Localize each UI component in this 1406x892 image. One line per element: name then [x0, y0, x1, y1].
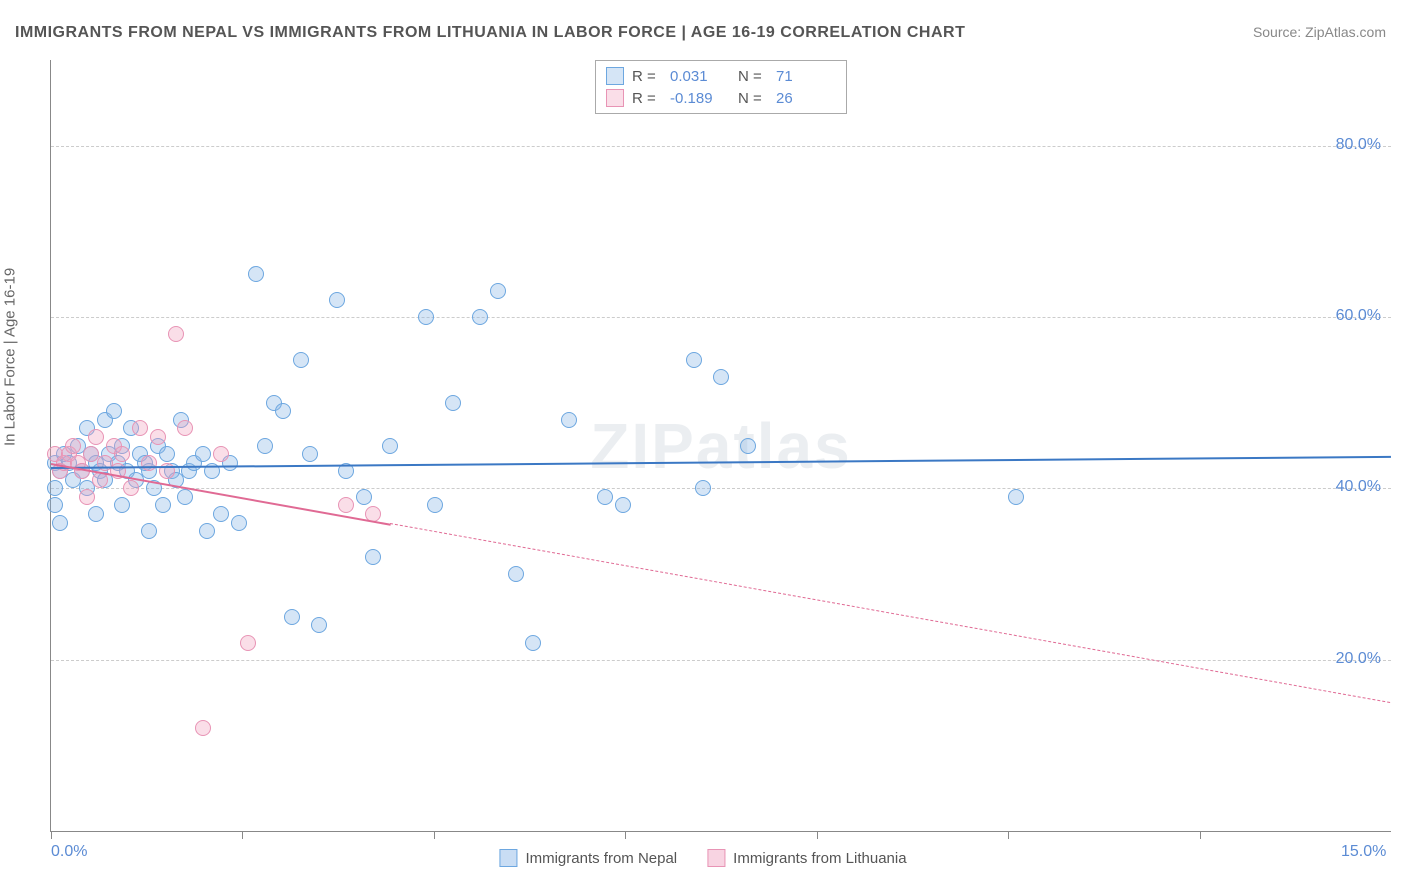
- legend-swatch: [606, 67, 624, 85]
- data-point: [365, 549, 381, 565]
- x-tick: [625, 831, 626, 839]
- data-point: [445, 395, 461, 411]
- series-legend: Immigrants from Nepal Immigrants from Lit…: [499, 849, 906, 867]
- data-point: [199, 523, 215, 539]
- r-label: R =: [632, 68, 662, 85]
- data-point: [311, 617, 327, 633]
- data-point: [472, 309, 488, 325]
- trend-line: [390, 523, 1391, 703]
- data-point: [490, 283, 506, 299]
- x-tick: [1008, 831, 1009, 839]
- data-point: [257, 438, 273, 454]
- legend-item: Immigrants from Nepal: [499, 849, 677, 867]
- source-attribution: Source: ZipAtlas.com: [1253, 24, 1386, 40]
- gridline: [51, 146, 1391, 147]
- data-point: [427, 497, 443, 513]
- data-point: [418, 309, 434, 325]
- data-point: [275, 403, 291, 419]
- x-tick: [434, 831, 435, 839]
- data-point: [302, 446, 318, 462]
- n-label: N =: [738, 90, 768, 107]
- data-point: [293, 352, 309, 368]
- data-point: [329, 292, 345, 308]
- data-point: [740, 438, 756, 454]
- r-value: -0.189: [670, 90, 730, 107]
- data-point: [47, 497, 63, 513]
- data-point: [713, 369, 729, 385]
- data-point: [159, 446, 175, 462]
- data-point: [141, 523, 157, 539]
- data-point: [177, 420, 193, 436]
- gridline: [51, 317, 1391, 318]
- legend-item: Immigrants from Lithuania: [707, 849, 906, 867]
- data-point: [248, 266, 264, 282]
- data-point: [356, 489, 372, 505]
- x-tick-label: 15.0%: [1341, 843, 1386, 861]
- data-point: [177, 489, 193, 505]
- data-point: [114, 446, 130, 462]
- x-tick: [1200, 831, 1201, 839]
- data-point: [114, 497, 130, 513]
- data-point: [132, 420, 148, 436]
- data-point: [123, 480, 139, 496]
- y-tick-label: 40.0%: [1336, 478, 1381, 496]
- r-label: R =: [632, 90, 662, 107]
- correlation-legend: R = 0.031 N = 71 R = -0.189 N = 26: [595, 60, 847, 114]
- legend-row: R = 0.031 N = 71: [606, 65, 836, 87]
- trend-line: [51, 456, 1391, 469]
- x-tick-label: 0.0%: [51, 843, 87, 861]
- data-point: [508, 566, 524, 582]
- gridline: [51, 660, 1391, 661]
- data-point: [382, 438, 398, 454]
- y-tick-label: 80.0%: [1336, 136, 1381, 154]
- data-point: [686, 352, 702, 368]
- data-point: [88, 429, 104, 445]
- data-point: [195, 446, 211, 462]
- data-point: [695, 480, 711, 496]
- x-tick: [242, 831, 243, 839]
- n-value: 71: [776, 68, 836, 85]
- data-point: [213, 506, 229, 522]
- watermark-text: ZIPatlas: [590, 409, 851, 483]
- data-point: [284, 609, 300, 625]
- data-point: [213, 446, 229, 462]
- data-point: [231, 515, 247, 531]
- data-point: [155, 497, 171, 513]
- data-point: [525, 635, 541, 651]
- data-point: [168, 326, 184, 342]
- data-point: [47, 480, 63, 496]
- legend-row: R = -0.189 N = 26: [606, 87, 836, 109]
- data-point: [106, 403, 122, 419]
- source-link[interactable]: ZipAtlas.com: [1305, 24, 1386, 40]
- data-point: [79, 489, 95, 505]
- y-tick-label: 20.0%: [1336, 650, 1381, 668]
- data-point: [150, 429, 166, 445]
- scatter-chart: ZIPatlas R = 0.031 N = 71 R = -0.189 N = 26 20.…: [50, 60, 1391, 832]
- data-point: [338, 497, 354, 513]
- y-tick-label: 60.0%: [1336, 307, 1381, 325]
- r-value: 0.031: [670, 68, 730, 85]
- n-label: N =: [738, 68, 768, 85]
- data-point: [52, 515, 68, 531]
- n-value: 26: [776, 90, 836, 107]
- legend-label: Immigrants from Lithuania: [733, 850, 906, 867]
- legend-swatch: [606, 89, 624, 107]
- data-point: [88, 506, 104, 522]
- gridline: [51, 488, 1391, 489]
- legend-swatch: [707, 849, 725, 867]
- data-point: [561, 412, 577, 428]
- legend-swatch: [499, 849, 517, 867]
- data-point: [615, 497, 631, 513]
- x-tick: [817, 831, 818, 839]
- source-label: Source:: [1253, 24, 1301, 40]
- chart-title: IMMIGRANTS FROM NEPAL VS IMMIGRANTS FROM…: [15, 24, 965, 42]
- y-axis-label: In Labor Force | Age 16-19: [2, 268, 19, 446]
- data-point: [597, 489, 613, 505]
- data-point: [1008, 489, 1024, 505]
- data-point: [195, 720, 211, 736]
- legend-label: Immigrants from Nepal: [525, 850, 677, 867]
- data-point: [240, 635, 256, 651]
- data-point: [65, 438, 81, 454]
- x-tick: [51, 831, 52, 839]
